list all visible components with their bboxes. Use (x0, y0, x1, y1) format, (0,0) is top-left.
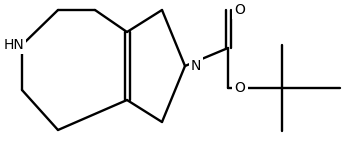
Text: O: O (234, 81, 245, 95)
Text: N: N (191, 59, 201, 73)
Text: HN: HN (4, 38, 24, 52)
Text: O: O (234, 3, 245, 17)
